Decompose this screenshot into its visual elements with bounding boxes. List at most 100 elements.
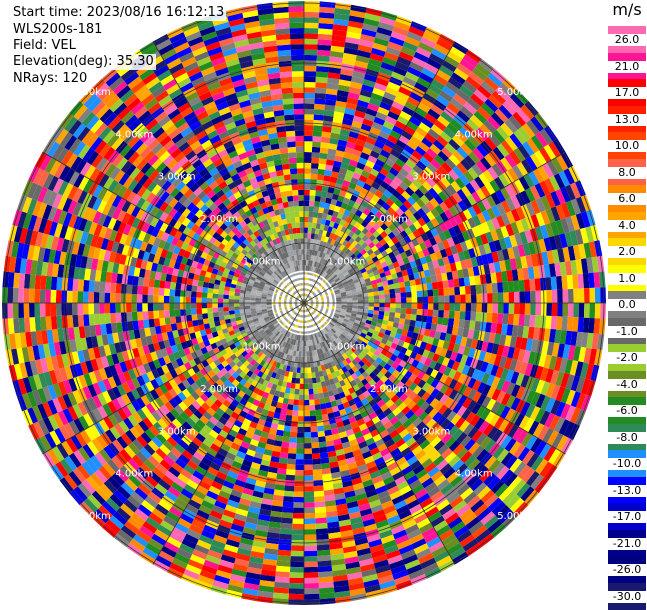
velocity-cell (333, 314, 340, 319)
velocity-cell (550, 370, 560, 385)
velocity-cell (143, 443, 156, 456)
velocity-cell (534, 315, 541, 328)
velocity-cell (377, 106, 390, 116)
velocity-cell (387, 335, 395, 343)
velocity-cell (185, 564, 202, 575)
velocity-cell (137, 311, 144, 321)
velocity-cell (468, 135, 481, 148)
velocity-cell (82, 303, 89, 315)
velocity-cell (505, 369, 515, 383)
velocity-cell (520, 218, 530, 232)
velocity-cell (336, 375, 344, 382)
velocity-cell (206, 303, 213, 309)
velocity-cell (253, 368, 260, 376)
velocity-cell (504, 259, 512, 271)
velocity-cell (250, 550, 265, 559)
velocity-cell (337, 283, 344, 288)
velocity-cell (365, 223, 373, 231)
velocity-cell (377, 443, 388, 452)
velocity-cell (367, 494, 380, 503)
velocity-cell (470, 358, 479, 369)
velocity-cell (327, 337, 333, 344)
velocity-cell (509, 93, 525, 109)
velocity-cell (391, 273, 398, 280)
velocity-cell (246, 511, 260, 520)
velocity-cell (375, 77, 389, 87)
velocity-cell (453, 318, 460, 328)
velocity-cell (364, 584, 381, 594)
velocity-cell (364, 353, 372, 361)
velocity-cell (352, 408, 361, 417)
velocity-cell (386, 412, 396, 421)
velocity-cell (304, 98, 315, 104)
velocity-cell (333, 325, 339, 331)
velocity-cell (380, 416, 390, 426)
velocity-cell (396, 271, 403, 278)
velocity-cell (515, 386, 526, 400)
velocity-cell (439, 332, 447, 341)
velocity-cell (329, 137, 339, 145)
velocity-cell (196, 286, 203, 293)
velocity-cell (250, 300, 256, 303)
velocity-cell (418, 41, 434, 54)
velocity-cell (395, 139, 407, 150)
velocity-cell (367, 292, 374, 297)
velocity-cell (428, 236, 437, 246)
velocity-cell (375, 241, 383, 250)
velocity-cell (392, 261, 400, 269)
velocity-cell (250, 462, 261, 470)
velocity-cell (195, 465, 207, 476)
velocity-cell (249, 556, 264, 564)
velocity-cell (197, 406, 207, 416)
velocity-cell (171, 557, 188, 569)
velocity-cell (539, 443, 552, 459)
velocity-cell (461, 185, 472, 198)
velocity-cell (205, 420, 216, 430)
velocity-cell (364, 484, 376, 493)
velocity-cell (341, 296, 347, 300)
velocity-cell (448, 368, 457, 379)
velocity-cell (334, 370, 341, 377)
velocity-cell (338, 285, 345, 290)
velocity-cell (55, 290, 62, 303)
velocity-cell (387, 390, 396, 400)
velocity-cell (279, 352, 285, 359)
velocity-cell (402, 256, 410, 265)
velocity-cell (318, 392, 325, 399)
velocity-cell (379, 307, 385, 312)
velocity-cell (39, 303, 46, 317)
velocity-cell (197, 574, 214, 586)
velocity-cell (360, 332, 367, 339)
velocity-cell (147, 440, 160, 452)
velocity-cell (427, 303, 434, 310)
velocity-cell (352, 276, 359, 282)
velocity-cell (354, 258, 361, 265)
velocity-cell (450, 351, 458, 361)
velocity-cell (399, 167, 410, 178)
velocity-cell (329, 542, 343, 550)
velocity-cell (322, 334, 328, 341)
velocity-cell (267, 339, 274, 345)
velocity-cell (365, 419, 375, 428)
velocity-cell (545, 193, 556, 209)
velocity-cell (317, 49, 331, 57)
velocity-cell (403, 125, 416, 136)
velocity-cell (83, 279, 90, 292)
velocity-cell (463, 423, 475, 436)
velocity-cell (239, 497, 251, 507)
velocity-cell (317, 33, 333, 41)
velocity-cell (404, 36, 421, 47)
velocity-cell (332, 24, 348, 32)
velocity-cell (380, 230, 388, 239)
velocity-cell (504, 408, 516, 422)
velocity-cell (387, 81, 401, 92)
velocity-cell (460, 106, 474, 119)
velocity-cell (431, 545, 447, 558)
velocity-cell (406, 303, 412, 309)
velocity-cell (198, 461, 210, 472)
velocity-cell (403, 275, 410, 282)
velocity-cell (278, 333, 284, 340)
velocity-cell (398, 153, 409, 164)
velocity-cell (329, 56, 343, 64)
velocity-cell (179, 411, 190, 422)
